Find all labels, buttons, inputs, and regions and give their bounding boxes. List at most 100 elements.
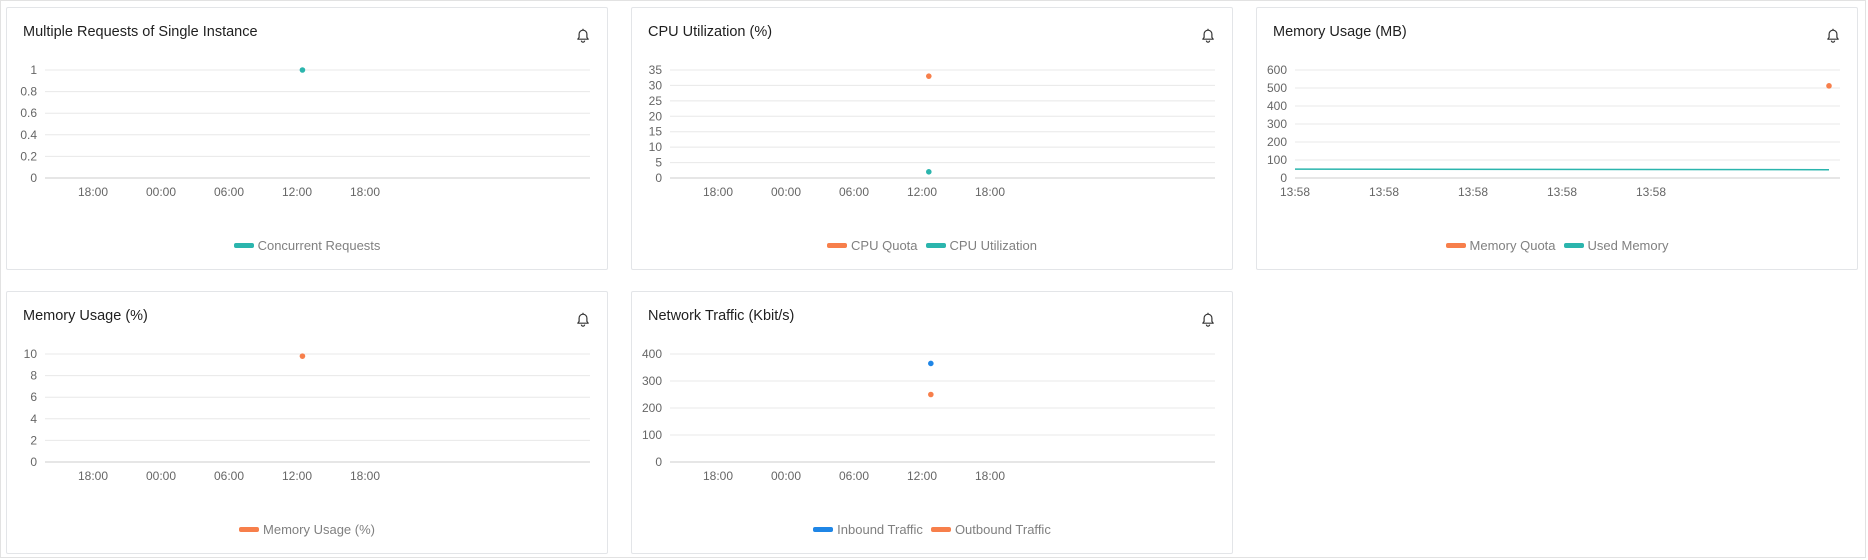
chart-legend: CPU Quota CPU Utilization	[632, 238, 1232, 253]
y-tick-label: 0	[1280, 171, 1287, 185]
chart-legend: Memory Quota Used Memory	[1257, 238, 1857, 253]
legend-item[interactable]: CPU Utilization	[925, 238, 1037, 253]
legend-swatch	[1563, 243, 1584, 249]
y-tick-label: 6	[30, 390, 37, 404]
x-tick-label: 18:00	[78, 469, 108, 483]
y-tick-label: 0	[30, 455, 37, 469]
y-tick-label: 500	[1267, 81, 1287, 95]
legend-item[interactable]: Memory Quota	[1445, 238, 1556, 253]
data-point[interactable]	[928, 391, 934, 398]
data-point[interactable]	[926, 73, 932, 79]
chart-card-memory-usage-mb: Memory Usage (MB) 0 100 200 300 400 500 600 13:…	[1256, 7, 1858, 270]
x-tick-label: 00:00	[771, 185, 801, 199]
x-tick-label: 18:00	[78, 185, 108, 199]
legend-item[interactable]: Outbound Traffic	[930, 522, 1051, 537]
bell-icon[interactable]	[1200, 28, 1216, 44]
y-tick-label: 400	[1267, 99, 1287, 113]
x-tick-label: 18:00	[703, 185, 733, 199]
y-tick-label: 0.6	[20, 106, 37, 120]
chart-title: Memory Usage (%)	[23, 308, 148, 324]
y-tick-label: 10	[24, 347, 38, 361]
chart-legend: Concurrent Requests	[7, 238, 607, 253]
x-tick-label: 12:00	[282, 469, 312, 483]
chart-card-memory-usage-percent: Memory Usage (%) 0 2 4 6 8 10 18:00 00:00 06:00 1…	[6, 291, 608, 554]
legend-item[interactable]: CPU Quota	[827, 238, 918, 253]
legend-label: Outbound Traffic	[954, 522, 1051, 537]
chart-card-cpu-utilization: CPU Utilization (%) 0 5 10 15 20 25 30 35 18:00 0…	[631, 7, 1233, 270]
legend-item[interactable]: Inbound Traffic	[813, 522, 923, 537]
chart-card-concurrent-requests: Multiple Requests of Single Instance 0 0.…	[6, 7, 608, 270]
x-tick-label: 00:00	[146, 469, 176, 483]
chart-title: Multiple Requests of Single Instance	[23, 24, 258, 40]
legend-item[interactable]: Concurrent Requests	[233, 238, 381, 253]
legend-item[interactable]: Memory Usage (%)	[239, 522, 375, 537]
legend-label: CPU Quota	[851, 238, 918, 253]
data-point[interactable]	[299, 67, 306, 73]
legend-swatch	[925, 243, 946, 249]
x-tick-label: 06:00	[839, 469, 869, 483]
y-tick-label: 0	[655, 455, 662, 469]
legend-label: Inbound Traffic	[837, 522, 923, 537]
y-tick-label: 0	[655, 171, 662, 185]
data-point[interactable]	[299, 353, 306, 359]
chart-title: Network Traffic (Kbit/s)	[648, 308, 795, 324]
chart-legend: Inbound Traffic Outbound Traffic	[632, 522, 1232, 537]
y-tick-label: 200	[642, 401, 662, 415]
data-point[interactable]	[926, 169, 932, 175]
x-tick-label: 18:00	[350, 185, 380, 199]
data-point[interactable]	[1826, 83, 1832, 89]
legend-item[interactable]: Used Memory	[1563, 238, 1669, 253]
y-tick-label: 35	[649, 63, 663, 77]
legend-swatch	[827, 243, 848, 249]
x-tick-label: 06:00	[839, 185, 869, 199]
chart-plot: 0 100 200 300 400 500 600 13:58 13:58 13:58 13:58 1…	[1267, 63, 1840, 199]
legend-label: Memory Usage (%)	[263, 522, 375, 537]
y-tick-label: 0.4	[20, 128, 37, 142]
x-tick-label: 13:58	[1369, 185, 1399, 199]
y-tick-label: 200	[1267, 135, 1287, 149]
y-tick-label: 300	[642, 374, 662, 388]
chart-title: CPU Utilization (%)	[648, 24, 773, 40]
x-tick-label: 12:00	[907, 469, 937, 483]
y-tick-label: 100	[642, 428, 662, 442]
bell-icon[interactable]	[1825, 28, 1841, 44]
legend-label: Used Memory	[1587, 238, 1669, 253]
x-tick-label: 00:00	[771, 469, 801, 483]
data-point[interactable]	[928, 360, 934, 367]
chart-card-network-traffic: Network Traffic (Kbit/s) 0 100 200 300 400 18…	[631, 291, 1233, 554]
chart-plot: 0 0.2 0.4 0.6 0.8 1 18:00 00:00 06:00 12:00 18:00	[20, 63, 590, 199]
x-tick-label: 18:00	[975, 185, 1005, 199]
x-tick-label: 06:00	[214, 185, 244, 199]
x-tick-label: 18:00	[703, 469, 733, 483]
legend-swatch	[813, 527, 834, 533]
legend-swatch	[930, 527, 951, 533]
x-tick-label: 13:58	[1636, 185, 1666, 199]
chart-title: Memory Usage (MB)	[1273, 24, 1407, 40]
y-tick-label: 15	[649, 125, 663, 139]
x-tick-label: 06:00	[214, 469, 244, 483]
y-tick-label: 10	[649, 140, 663, 154]
x-tick-label: 12:00	[907, 185, 937, 199]
bell-icon[interactable]	[575, 312, 591, 328]
x-tick-label: 13:58	[1458, 185, 1488, 199]
x-tick-label: 13:58	[1280, 185, 1310, 199]
y-tick-label: 25	[649, 94, 663, 108]
legend-label: Memory Quota	[1469, 238, 1556, 253]
x-tick-label: 12:00	[282, 185, 312, 199]
y-tick-label: 1	[30, 63, 37, 77]
y-tick-label: 0	[30, 171, 37, 185]
y-tick-label: 5	[655, 156, 662, 170]
series-line	[1294, 168, 1830, 171]
x-tick-label: 18:00	[350, 469, 380, 483]
x-tick-label: 18:00	[975, 469, 1005, 483]
y-tick-label: 100	[1267, 153, 1287, 167]
legend-swatch	[233, 243, 254, 249]
chart-legend: Memory Usage (%)	[7, 522, 607, 537]
y-tick-label: 0.8	[20, 85, 37, 99]
bell-icon[interactable]	[575, 28, 591, 44]
y-tick-label: 20	[649, 109, 663, 123]
bell-icon[interactable]	[1200, 312, 1216, 328]
y-tick-label: 30	[649, 78, 663, 92]
legend-label: Concurrent Requests	[257, 238, 381, 253]
